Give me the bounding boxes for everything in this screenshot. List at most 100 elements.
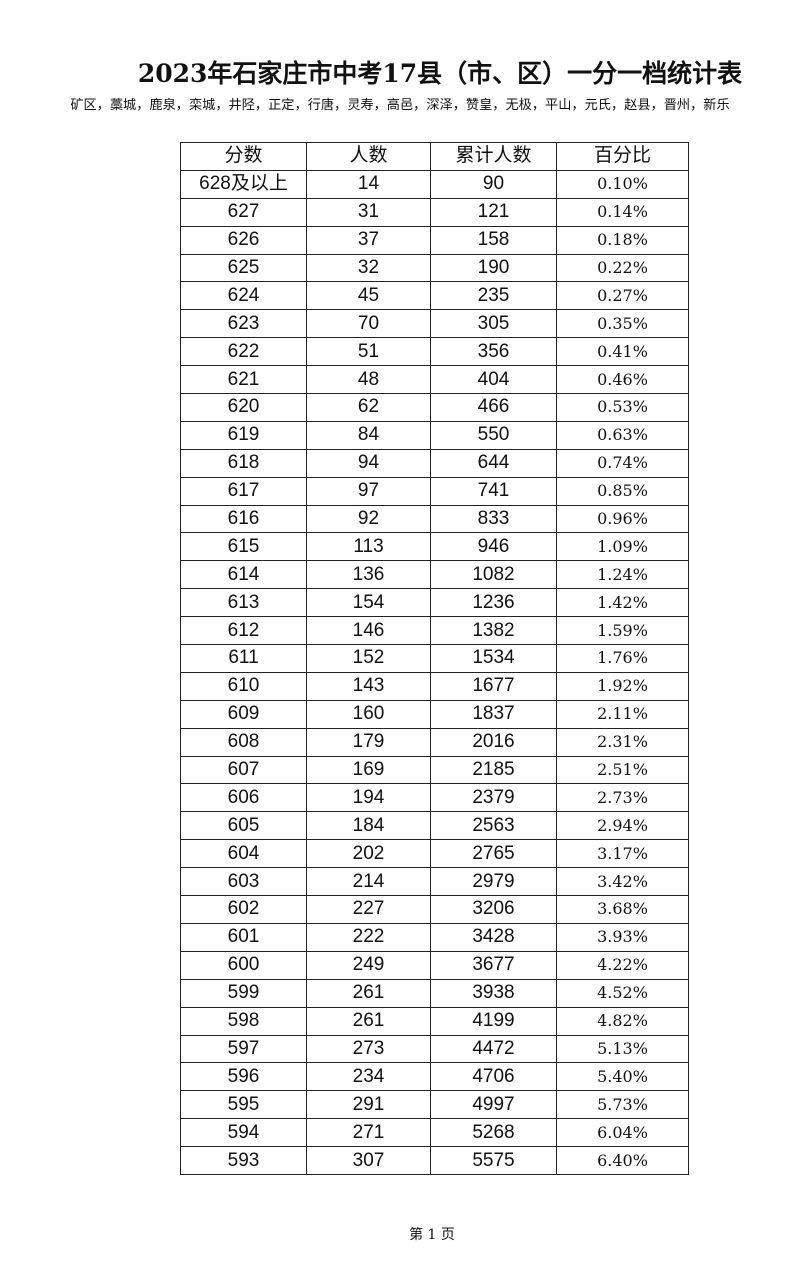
table-cell: 152 [306, 644, 431, 673]
table-cell: 97 [306, 476, 431, 506]
table-cell: 5.73% [556, 1090, 689, 1120]
table-cell: 0.63% [556, 420, 689, 450]
table-row: 625 32 190 0.22% [180, 253, 689, 283]
table-cell: 154 [306, 588, 431, 618]
table-cell: 235 [430, 281, 557, 311]
table-row: 616 92 833 0.96% [180, 504, 689, 534]
table-row: 606 194 2379 2.73% [180, 783, 689, 813]
table-cell: 0.46% [556, 365, 689, 395]
table-cell: 603 [180, 867, 307, 897]
table-cell: 0.27% [556, 281, 689, 311]
score-table: 分数 人数 累计人数 百分比 628及以上 14 90 0.10% 627 31 121 0.14%… [180, 142, 689, 1175]
table-row: 603 214 2979 3.42% [180, 867, 689, 897]
table-cell: 307 [306, 1146, 431, 1175]
table-cell: 4.82% [556, 1006, 689, 1036]
table-cell: 624 [180, 281, 307, 311]
table-cell: 615 [180, 532, 307, 562]
table-cell: 158 [430, 225, 557, 255]
table-cell: 261 [306, 978, 431, 1008]
table-cell: 0.96% [556, 504, 689, 534]
table-row: 594 271 5268 6.04% [180, 1118, 689, 1148]
table-row: 628及以上 14 90 0.10% [180, 169, 689, 199]
table-cell: 0.74% [556, 448, 689, 478]
table-cell: 45 [306, 281, 431, 311]
table-cell: 550 [430, 420, 557, 450]
table-cell: 179 [306, 727, 431, 757]
table-cell: 5.13% [556, 1034, 689, 1064]
table-cell: 644 [430, 448, 557, 478]
table-cell: 619 [180, 420, 307, 450]
table-cell: 51 [306, 337, 431, 367]
table-cell: 627 [180, 197, 307, 227]
table-cell: 70 [306, 309, 431, 339]
table-cell: 625 [180, 253, 307, 283]
table-cell: 227 [306, 895, 431, 924]
table-cell: 305 [430, 309, 557, 339]
table-cell: 271 [306, 1118, 431, 1148]
table-cell: 3428 [430, 922, 557, 952]
table-cell: 202 [306, 839, 431, 869]
table-row: 613 154 1236 1.42% [180, 588, 689, 618]
table-row: 599 261 3938 4.52% [180, 978, 689, 1008]
table-cell: 0.53% [556, 393, 689, 422]
title: 2023年石家庄市中考17县（市、区）一分一档统计表 [137, 59, 743, 88]
table-row: 605 184 2563 2.94% [180, 811, 689, 841]
table-cell: 3.93% [556, 922, 689, 952]
table-cell: 6.40% [556, 1146, 689, 1175]
table-cell: 404 [430, 365, 557, 395]
table-cell: 2185 [430, 755, 557, 785]
table-cell: 0.35% [556, 309, 689, 339]
table-cell: 623 [180, 309, 307, 339]
table-cell: 14 [306, 169, 431, 199]
table-cell: 594 [180, 1118, 307, 1148]
table-cell: 597 [180, 1034, 307, 1064]
table-cell: 113 [306, 532, 431, 562]
table-row: 602 227 3206 3.68% [180, 895, 689, 924]
table-cell: 605 [180, 811, 307, 841]
table-cell: 611 [180, 644, 307, 673]
table-cell: 37 [306, 225, 431, 255]
table-cell: 6.04% [556, 1118, 689, 1148]
table-row: 618 94 644 0.74% [180, 448, 689, 478]
page-number: 第 1 页 [409, 1227, 455, 1243]
table-cell: 1.09% [556, 532, 689, 562]
table-row: 596 234 4706 5.40% [180, 1062, 689, 1092]
table-cell: 1382 [430, 616, 557, 646]
table-cell: 32 [306, 253, 431, 283]
header-row: 分数 人数 累计人数 百分比 [180, 142, 689, 171]
table-cell: 2563 [430, 811, 557, 841]
column-header: 分数 [180, 142, 307, 171]
table-row: 609 160 1837 2.11% [180, 699, 689, 729]
table-cell: 222 [306, 922, 431, 952]
table-cell: 273 [306, 1034, 431, 1064]
table-body: 628及以上 14 90 0.10% 627 31 121 0.14% 626 37 158 0.18… [180, 169, 689, 1175]
table-cell: 94 [306, 448, 431, 478]
table-cell: 4472 [430, 1034, 557, 1064]
table-cell: 607 [180, 755, 307, 785]
table-cell: 5268 [430, 1118, 557, 1148]
table-row: 607 169 2185 2.51% [180, 755, 689, 785]
table-cell: 136 [306, 560, 431, 590]
table-cell: 1837 [430, 699, 557, 729]
table-cell: 0.85% [556, 476, 689, 506]
table-cell: 4706 [430, 1062, 557, 1092]
column-header: 百分比 [556, 142, 689, 171]
table-cell: 190 [430, 253, 557, 283]
table-cell: 0.22% [556, 253, 689, 283]
column-header: 累计人数 [430, 142, 557, 171]
table-cell: 2.73% [556, 783, 689, 813]
table-cell: 614 [180, 560, 307, 590]
table-cell: 1534 [430, 644, 557, 673]
table-cell: 613 [180, 588, 307, 618]
table-cell: 261 [306, 1006, 431, 1036]
table-row: 608 179 2016 2.31% [180, 727, 689, 757]
table-cell: 610 [180, 671, 307, 701]
table-cell: 622 [180, 337, 307, 367]
table-cell: 626 [180, 225, 307, 255]
table-cell: 0.14% [556, 197, 689, 227]
table-row: 600 249 3677 4.22% [180, 950, 689, 980]
table-cell: 5.40% [556, 1062, 689, 1092]
table-cell: 3677 [430, 950, 557, 980]
table-cell: 160 [306, 699, 431, 729]
table-cell: 62 [306, 393, 431, 422]
